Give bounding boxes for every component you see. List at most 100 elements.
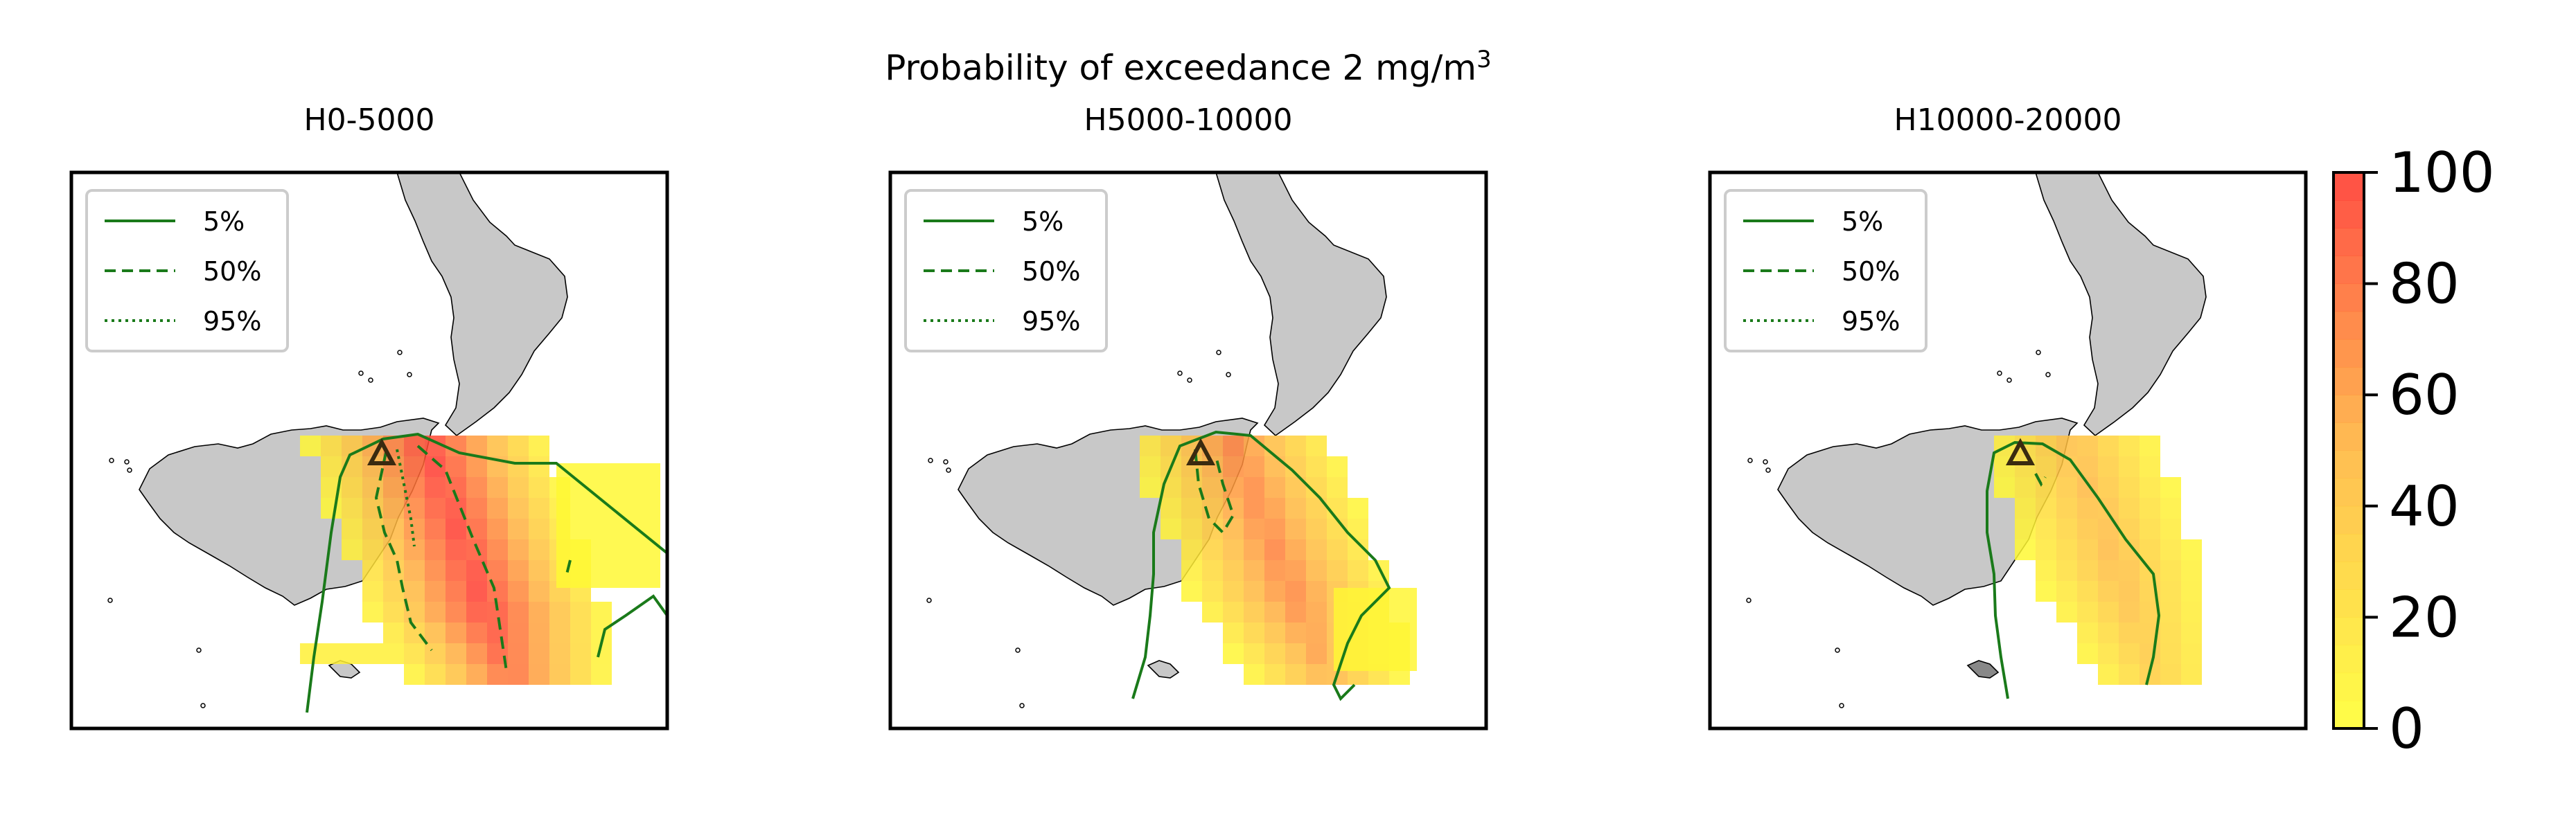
heatmap-cell — [1285, 664, 1306, 685]
heatmap-cell — [529, 560, 549, 581]
heatmap-cell — [508, 602, 529, 623]
legend-label: 95% — [1842, 306, 1900, 337]
heatmap-cell — [445, 519, 466, 539]
heatmap-cell — [1223, 456, 1244, 477]
heatmap-cell — [383, 560, 404, 581]
heatmap-cell — [2098, 560, 2119, 581]
heatmap-cell — [2077, 436, 2098, 456]
heatmap-cell — [2098, 436, 2119, 456]
heatmap-cell — [383, 602, 404, 623]
islet — [1765, 467, 1771, 473]
heatmap-cell — [508, 539, 529, 560]
figure-suptitle: Probability of exceedance 2 mg/m3 — [885, 46, 1491, 88]
heatmap-cell — [2119, 664, 2140, 685]
heatmap-cell — [425, 519, 445, 539]
heatmap-cell — [487, 477, 508, 498]
land-calabria — [396, 172, 568, 437]
heatmap-cell — [1285, 498, 1306, 519]
colorbar-frame — [2332, 171, 2365, 730]
heatmap-cell — [1223, 498, 1244, 519]
heatmap-cell — [383, 643, 404, 664]
legend: 5% 50% 95% — [85, 189, 289, 352]
islet — [946, 467, 951, 473]
legend-label: 50% — [1842, 256, 1900, 287]
heatmap-cell — [508, 581, 529, 602]
heatmap-cell — [1202, 581, 1223, 602]
heatmap-cell — [508, 498, 529, 519]
colorbar-segment — [2334, 562, 2364, 590]
heatmap-cell — [1223, 519, 1244, 539]
heatmap-cell — [1327, 498, 1348, 519]
islet — [943, 459, 949, 465]
heatmap-cell — [2077, 581, 2098, 602]
heatmap-cell — [425, 498, 445, 519]
heatmap-cell — [619, 546, 639, 567]
colorbar-segment — [2334, 311, 2364, 340]
heatmap-cell — [577, 526, 598, 546]
heatmap-cell — [404, 581, 425, 602]
heatmap-cell — [1375, 609, 1396, 629]
heatmap-cell — [404, 477, 425, 498]
heatmap-cell — [2119, 498, 2140, 519]
heatmap-cell — [1396, 629, 1417, 650]
heatmap-cell — [404, 436, 425, 456]
colorbar-segment — [2334, 256, 2364, 285]
heatmap-cell — [570, 602, 591, 623]
heatmap-cell — [487, 539, 508, 560]
heatmap-cells — [1140, 436, 1417, 685]
heatmap-cell — [487, 623, 508, 643]
heatmap-cell — [321, 456, 342, 477]
heatmap-cell — [1202, 602, 1223, 623]
heatmap-cell — [445, 456, 466, 477]
map-frame — [1708, 170, 2308, 731]
heatmap-cell — [2056, 498, 2077, 519]
heatmap-cell — [1202, 539, 1223, 560]
heatmap-cell — [362, 581, 383, 602]
heatmap-cell — [529, 519, 549, 539]
heatmap-cell — [2098, 477, 2119, 498]
contour-5pct — [306, 432, 667, 713]
heatmap-cell — [1306, 643, 1327, 664]
heatmap-cell — [2098, 664, 2119, 685]
heatmap-cell — [529, 623, 549, 643]
heatmap-cell — [1285, 519, 1306, 539]
land-calabria — [2035, 172, 2207, 437]
heatmap-cell — [549, 643, 570, 664]
colorbar-segment — [2334, 478, 2364, 507]
heatmap-cell — [487, 519, 508, 539]
heatmap-cell — [445, 581, 466, 602]
heatmap-cell — [619, 463, 639, 484]
heatmap-cell — [1327, 539, 1348, 560]
heatmap-cell — [639, 546, 660, 567]
heatmap-cell — [598, 505, 619, 526]
heatmap-cell — [2181, 602, 2202, 623]
heatmap-cell — [404, 456, 425, 477]
heatmap-cell — [556, 505, 577, 526]
heatmap-cell — [466, 498, 487, 519]
heatmap-cell — [1355, 650, 1375, 671]
heatmap-cell — [619, 484, 639, 505]
islet — [1839, 703, 1844, 708]
heatmap-cell — [508, 519, 529, 539]
islet — [1177, 370, 1183, 376]
heatmap-cell — [487, 498, 508, 519]
heatmap-cell — [1306, 519, 1327, 539]
heatmap-cell — [425, 581, 445, 602]
heatmap-cell — [1223, 623, 1244, 643]
land-malta — [1966, 660, 2000, 679]
islet — [1747, 458, 1753, 463]
heatmap-cell — [2119, 560, 2140, 581]
heatmap-cell — [2119, 456, 2140, 477]
heatmap-cell — [2160, 643, 2181, 664]
heatmap-cell — [591, 664, 612, 685]
heatmap-cell — [1244, 623, 1264, 643]
heatmap-cell — [1161, 498, 1181, 519]
heatmap-cell — [529, 498, 549, 519]
heatmap-cell — [1994, 436, 2015, 456]
heatmap-cell — [1334, 588, 1355, 609]
heatmap-cell — [598, 526, 619, 546]
heatmap-cell — [2181, 581, 2202, 602]
heatmap-cell — [383, 623, 404, 643]
heatmap-cell — [2160, 539, 2181, 560]
heatmap-cell — [466, 602, 487, 623]
